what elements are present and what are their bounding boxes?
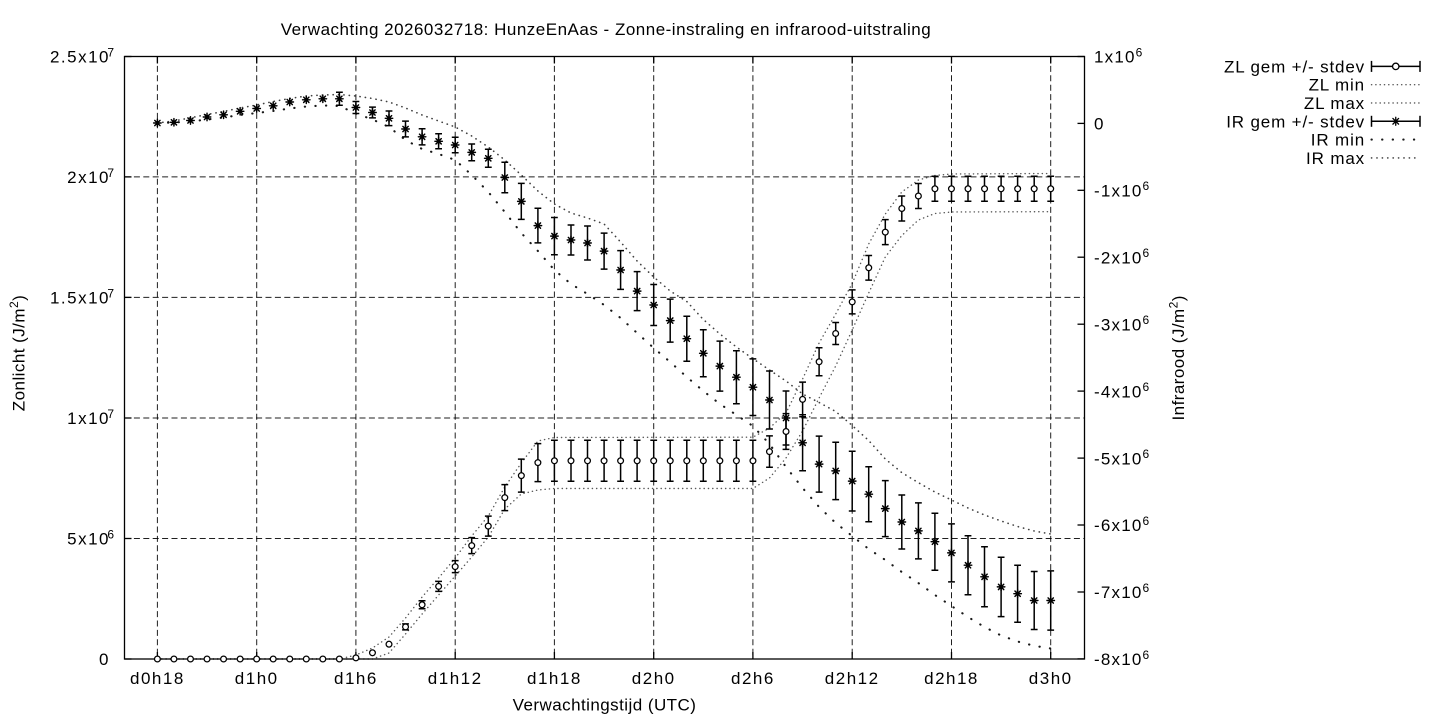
svg-text:Zonlicht (J/m2): Zonlicht (J/m2): [7, 295, 28, 411]
svg-text:d2h0: d2h0: [632, 669, 676, 688]
svg-text:2.5x10: 2.5x10: [50, 48, 110, 67]
svg-text:1x106: 1x106: [1094, 45, 1144, 66]
svg-text:IR max: IR max: [1306, 149, 1365, 168]
svg-text:-6x106: -6x106: [1094, 514, 1150, 535]
svg-text:Verwachting 2026032718: HunzeE: Verwachting 2026032718: HunzeEnAas - Zon…: [281, 20, 931, 39]
svg-text:2x10: 2x10: [67, 168, 110, 187]
svg-text:-8x106: -8x106: [1094, 648, 1150, 669]
svg-text:7: 7: [107, 45, 115, 59]
svg-text:0: 0: [99, 650, 110, 669]
svg-text:0: 0: [1094, 115, 1105, 134]
svg-text:d1h6: d1h6: [334, 669, 378, 688]
svg-text:-1x106: -1x106: [1094, 179, 1150, 200]
svg-text:ZL max: ZL max: [1304, 94, 1365, 113]
svg-text:ZL gem +/- stdev: ZL gem +/- stdev: [1224, 57, 1365, 76]
svg-text:5x10: 5x10: [67, 530, 110, 549]
svg-text:ZL min: ZL min: [1309, 76, 1365, 95]
svg-text:6: 6: [107, 527, 115, 541]
svg-text:7: 7: [107, 166, 115, 180]
svg-text:d2h6: d2h6: [731, 669, 775, 688]
svg-text:d2h12: d2h12: [825, 669, 880, 688]
svg-text:-2x106: -2x106: [1094, 246, 1150, 267]
svg-text:1x10: 1x10: [67, 409, 110, 428]
svg-text:IR gem +/- stdev: IR gem +/- stdev: [1226, 112, 1365, 131]
svg-text:d1h18: d1h18: [527, 669, 582, 688]
svg-text:IR min: IR min: [1311, 131, 1365, 150]
svg-text:d2h18: d2h18: [924, 669, 979, 688]
svg-text:1.5x10: 1.5x10: [50, 289, 110, 308]
svg-text:-4x106: -4x106: [1094, 380, 1150, 401]
svg-text:Infrarood (J/m2): Infrarood (J/m2): [1167, 295, 1188, 420]
svg-text:d1h12: d1h12: [428, 669, 483, 688]
svg-text:d0h18: d0h18: [130, 669, 185, 688]
svg-text:d3h0: d3h0: [1029, 669, 1073, 688]
svg-text:-3x106: -3x106: [1094, 313, 1150, 334]
svg-text:7: 7: [107, 407, 115, 421]
svg-text:7: 7: [107, 286, 115, 300]
svg-text:Verwachtingstijd (UTC): Verwachtingstijd (UTC): [513, 696, 697, 715]
svg-text:-5x106: -5x106: [1094, 447, 1150, 468]
svg-text:-7x106: -7x106: [1094, 581, 1150, 602]
svg-text:d1h0: d1h0: [235, 669, 279, 688]
